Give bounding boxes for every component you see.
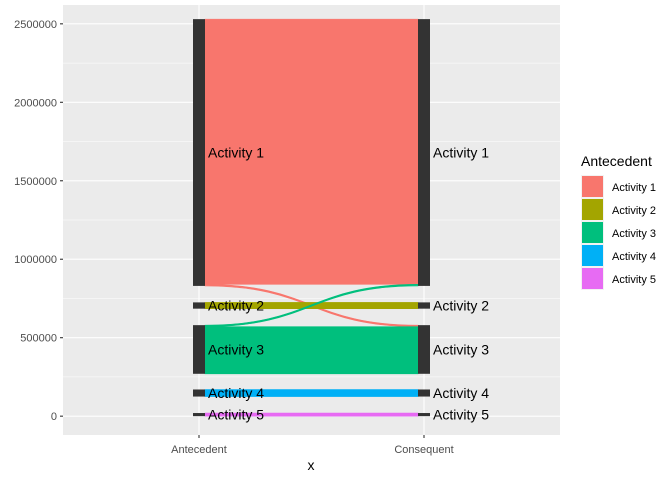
y-tick-label: 2500000 [14,19,57,31]
legend-label: Activity 5 [612,274,656,286]
stratum-bar [418,325,430,374]
stratum-labels: Activity 1 Activity 2 Activity 3 Activity 4… [208,145,489,423]
stratum-label: Activity 2 [208,298,264,314]
flows [204,18,419,417]
stratum-label: Activity 4 [433,385,489,401]
legend-label: Activity 3 [612,228,656,240]
stratum-bar [193,413,205,417]
stratum-bar [418,19,430,286]
stratum-label: Activity 5 [433,407,489,423]
legend-label: Activity 4 [612,251,656,263]
stratum-label: Activity 3 [433,341,489,357]
legend-swatch [582,222,603,243]
stratum-bar [418,413,430,417]
flow-band [204,412,419,417]
x-axis: Antecedent Consequent [171,435,454,456]
stratum-label: Activity 1 [433,145,489,161]
strata [193,19,430,417]
legend-title: Antecedent [581,153,652,169]
y-tick-label: 500000 [20,333,57,345]
stratum-label: Activity 2 [433,298,489,314]
y-tick-label: 1500000 [14,176,57,188]
stratum-label: Activity 5 [208,407,264,423]
stratum-label: Activity 1 [208,145,264,161]
flow-band [204,326,419,375]
legend-swatch [582,268,603,289]
y-tick-label: 0 [51,411,57,423]
y-tick-label: 2000000 [14,97,57,109]
legend-swatch [582,176,603,197]
legend-label: Activity 2 [612,205,656,217]
stratum-label: Activity 4 [208,385,264,401]
x-tick-label: Consequent [394,444,453,456]
stratum-bar [193,325,205,374]
legend-swatch [582,199,603,220]
stratum-bar [418,302,430,309]
stratum-bar [193,19,205,286]
stratum-label: Activity 3 [208,341,264,357]
legend-label: Activity 1 [612,182,656,194]
stratum-bar [193,302,205,309]
legend-swatch [582,245,603,266]
y-tick-label: 1000000 [14,254,57,266]
y-axis: 0 500000 1000000 1500000 2000000 2500000 [14,19,63,423]
stratum-bar [193,389,205,397]
x-tick-label: Antecedent [171,444,227,456]
legend: Antecedent Activity 1 Activity 2 Activity … [581,153,656,290]
stratum-bar [418,389,430,397]
x-axis-title: x [308,457,315,473]
